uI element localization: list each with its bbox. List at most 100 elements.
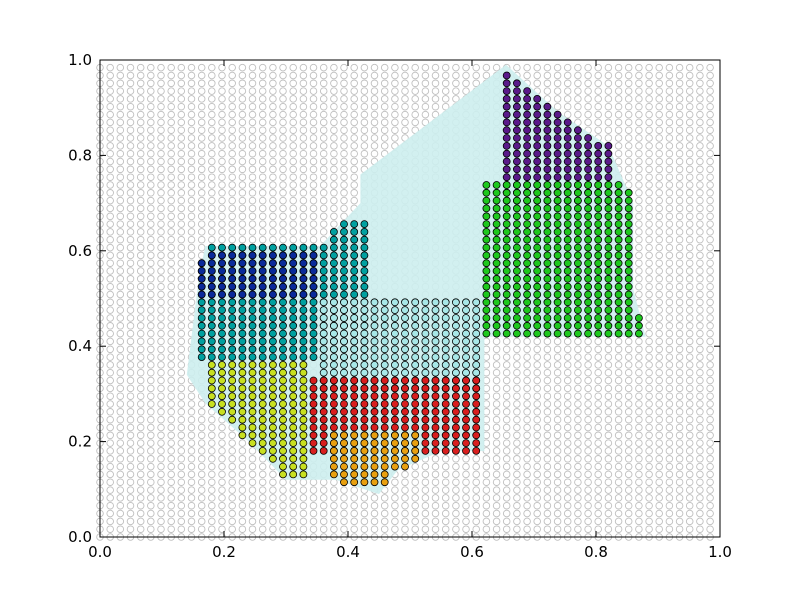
data-point bbox=[268, 274, 277, 283]
background-point bbox=[319, 212, 328, 221]
background-point bbox=[685, 345, 694, 354]
data-point bbox=[543, 235, 552, 244]
data-point bbox=[289, 243, 298, 252]
data-point bbox=[390, 314, 399, 322]
background-point bbox=[299, 126, 308, 134]
background-point bbox=[502, 525, 511, 533]
data-point bbox=[584, 259, 592, 268]
background-point bbox=[645, 298, 653, 307]
background-point bbox=[269, 470, 277, 479]
background-point bbox=[513, 431, 521, 440]
background-point bbox=[106, 501, 114, 510]
background-point bbox=[218, 470, 226, 479]
background-point bbox=[177, 400, 186, 408]
background-point bbox=[665, 204, 674, 213]
data-point bbox=[258, 384, 267, 393]
background-point bbox=[411, 118, 419, 127]
background-point bbox=[309, 228, 318, 236]
background-point bbox=[523, 353, 531, 361]
background-point bbox=[279, 220, 287, 228]
data-point bbox=[238, 415, 247, 424]
data-point bbox=[329, 407, 338, 416]
background-point bbox=[523, 368, 531, 377]
background-point bbox=[289, 173, 297, 181]
background-point bbox=[147, 165, 155, 174]
data-point bbox=[533, 110, 542, 119]
background-point bbox=[411, 102, 419, 111]
data-point bbox=[624, 274, 633, 283]
data-point bbox=[502, 267, 511, 275]
data-point bbox=[563, 212, 572, 221]
background-point bbox=[706, 517, 714, 526]
background-point bbox=[391, 478, 399, 486]
background-point bbox=[706, 173, 714, 181]
background-point bbox=[330, 494, 338, 502]
background-point bbox=[136, 486, 145, 494]
data-point bbox=[319, 415, 328, 424]
background-point bbox=[360, 494, 369, 502]
background-point bbox=[523, 462, 531, 471]
background-point bbox=[502, 345, 511, 354]
background-point bbox=[136, 368, 145, 377]
background-point bbox=[492, 408, 501, 416]
background-point bbox=[492, 478, 501, 486]
background-point bbox=[228, 439, 236, 447]
background-point bbox=[655, 392, 663, 400]
background-point bbox=[635, 486, 643, 494]
background-point bbox=[218, 173, 226, 181]
background-point bbox=[675, 392, 684, 400]
background-point bbox=[126, 384, 135, 393]
background-point bbox=[126, 501, 135, 510]
background-point bbox=[655, 353, 663, 361]
background-point bbox=[502, 501, 511, 510]
background-point bbox=[685, 368, 694, 377]
background-point bbox=[492, 525, 501, 533]
background-point bbox=[147, 517, 155, 526]
background-point bbox=[533, 494, 541, 502]
background-point bbox=[543, 517, 552, 526]
data-point bbox=[563, 220, 572, 229]
background-point bbox=[624, 361, 633, 369]
data-point bbox=[340, 298, 348, 307]
background-point bbox=[380, 71, 389, 80]
background-point bbox=[380, 494, 389, 502]
data-point bbox=[472, 368, 481, 377]
background-point bbox=[614, 337, 623, 346]
data-point bbox=[502, 259, 511, 268]
data-point bbox=[309, 267, 318, 275]
data-point bbox=[533, 188, 542, 197]
background-point bbox=[675, 322, 684, 330]
data-point bbox=[238, 329, 247, 338]
data-point bbox=[279, 470, 287, 479]
data-point bbox=[421, 415, 430, 424]
background-point bbox=[157, 455, 165, 463]
background-point bbox=[238, 501, 247, 510]
background-point bbox=[675, 95, 684, 103]
background-point bbox=[258, 79, 267, 88]
background-point bbox=[431, 509, 440, 518]
data-point bbox=[350, 235, 359, 244]
background-point bbox=[167, 486, 175, 494]
background-point bbox=[370, 87, 379, 95]
background-point bbox=[696, 259, 704, 267]
background-point bbox=[197, 415, 206, 424]
background-point bbox=[452, 71, 460, 80]
data-point bbox=[604, 196, 613, 205]
data-point bbox=[218, 376, 226, 385]
data-point bbox=[319, 282, 328, 291]
background-point bbox=[584, 439, 592, 447]
background-point bbox=[167, 322, 175, 330]
data-point bbox=[584, 282, 592, 291]
background-point bbox=[665, 322, 674, 330]
background-point bbox=[157, 165, 165, 174]
background-point bbox=[696, 118, 704, 127]
background-point bbox=[614, 134, 623, 142]
data-point bbox=[533, 204, 542, 213]
data-point bbox=[482, 259, 491, 268]
background-point bbox=[685, 181, 694, 189]
data-point bbox=[533, 298, 542, 307]
data-point bbox=[451, 337, 460, 346]
data-point bbox=[197, 306, 206, 315]
background-point bbox=[675, 345, 684, 354]
background-point bbox=[665, 110, 674, 119]
